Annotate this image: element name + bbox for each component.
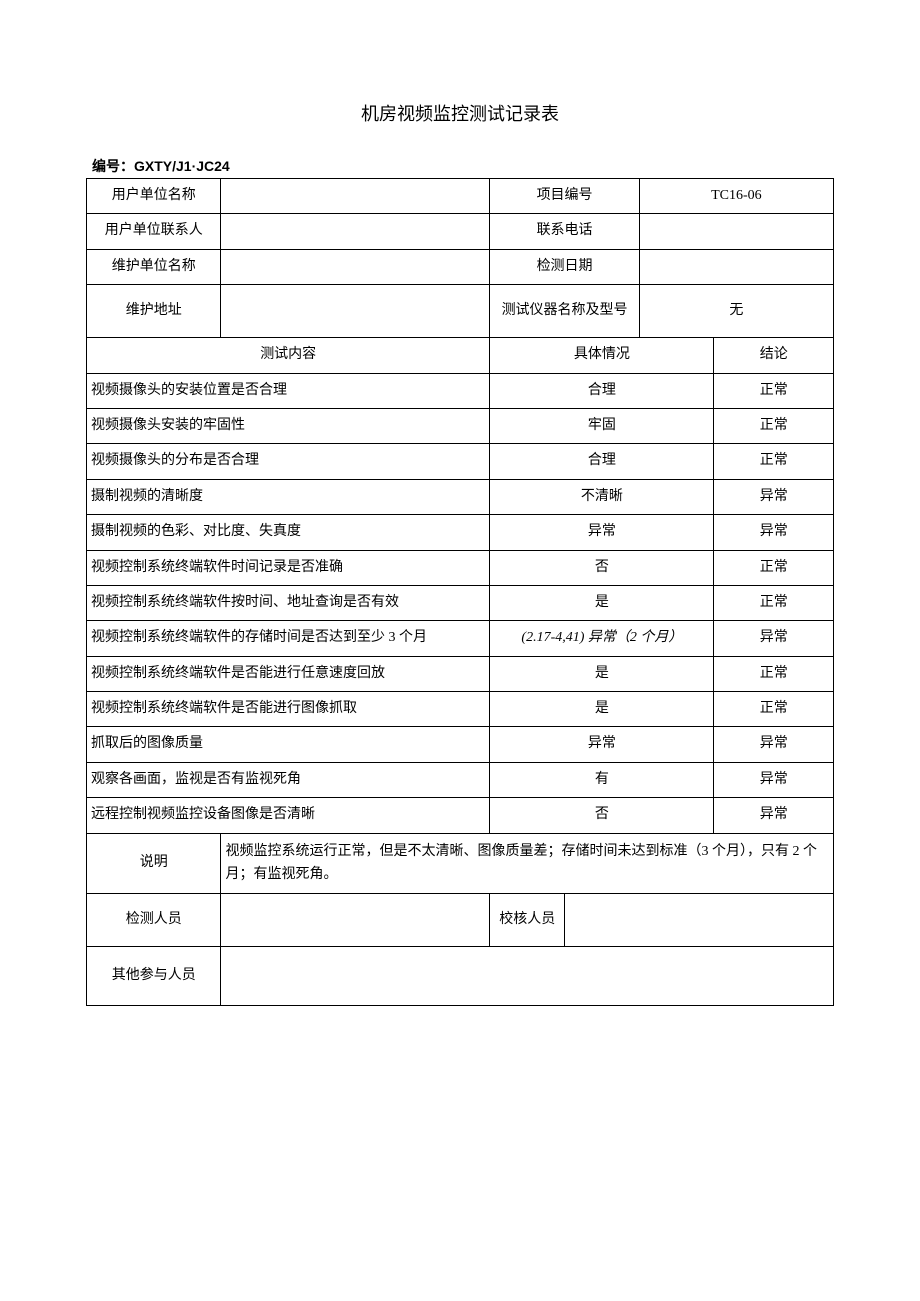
cell-situation: 不清晰	[490, 479, 714, 514]
table-row: 用户单位名称 项目编号 TC16-06	[87, 179, 834, 214]
value-project-no: TC16-06	[639, 179, 833, 214]
record-table: 用户单位名称 项目编号 TC16-06 用户单位联系人 联系电话 维护单位名称 …	[86, 178, 834, 1006]
label-tester: 检测人员	[87, 894, 221, 947]
table-row: 摄制视频的清晰度 不清晰 异常	[87, 479, 834, 514]
cell-conclusion: 正常	[714, 585, 834, 620]
label-instrument: 测试仪器名称及型号	[490, 285, 639, 338]
cell-conclusion: 正常	[714, 408, 834, 443]
label-maint-addr: 维护地址	[87, 285, 221, 338]
label-checker: 校核人员	[490, 894, 565, 947]
cell-situation: 是	[490, 585, 714, 620]
label-contact-phone: 联系电话	[490, 214, 639, 249]
cell-situation: 是	[490, 656, 714, 691]
page-title: 机房视频监控测试记录表	[86, 100, 834, 126]
value-contact-phone	[639, 214, 833, 249]
table-row: 视频控制系统终端软件是否能进行任意速度回放 是 正常	[87, 656, 834, 691]
cell-situation: 合理	[490, 444, 714, 479]
cell-situation: 异常	[490, 727, 714, 762]
value-maint-addr	[221, 285, 490, 338]
table-row: 视频摄像头的分布是否合理 合理 正常	[87, 444, 834, 479]
cell-situation: 牢固	[490, 408, 714, 443]
cell-content: 视频控制系统终端软件时间记录是否准确	[87, 550, 490, 585]
value-contact-person	[221, 214, 490, 249]
value-other	[221, 947, 834, 1006]
cell-situation: 否	[490, 798, 714, 833]
cell-conclusion: 正常	[714, 444, 834, 479]
table-row: 视频控制系统终端软件是否能进行图像抓取 是 正常	[87, 692, 834, 727]
col-situation: 具体情况	[490, 338, 714, 373]
cell-content: 视频控制系统终端软件是否能进行图像抓取	[87, 692, 490, 727]
label-other: 其他参与人员	[87, 947, 221, 1006]
serial-number: 编号：GXTY/J1·JC24	[86, 156, 834, 176]
table-row: 检测人员 校核人员	[87, 894, 834, 947]
cell-conclusion: 正常	[714, 373, 834, 408]
page: 机房视频监控测试记录表 编号：GXTY/J1·JC24 用户单位名称 项目编号 …	[0, 0, 920, 1301]
cell-situation-text: (2.17-4,41) 异常（2 个月）	[521, 630, 682, 645]
cell-content: 视频摄像头的安装位置是否合理	[87, 373, 490, 408]
value-tester	[221, 894, 490, 947]
table-row: 用户单位联系人 联系电话	[87, 214, 834, 249]
label-project-no: 项目编号	[490, 179, 639, 214]
value-instrument: 无	[639, 285, 833, 338]
cell-content: 视频控制系统终端软件是否能进行任意速度回放	[87, 656, 490, 691]
cell-content: 视频摄像头安装的牢固性	[87, 408, 490, 443]
cell-conclusion: 正常	[714, 692, 834, 727]
cell-content: 视频控制系统终端软件的存储时间是否达到至少 3 个月	[87, 621, 490, 656]
table-row: 视频控制系统终端软件按时间、地址查询是否有效 是 正常	[87, 585, 834, 620]
value-test-date	[639, 249, 833, 284]
label-contact-person: 用户单位联系人	[87, 214, 221, 249]
table-row: 测试内容 具体情况 结论	[87, 338, 834, 373]
cell-conclusion: 正常	[714, 550, 834, 585]
value-checker	[565, 894, 834, 947]
table-row: 说明 视频监控系统运行正常，但是不太清晰、图像质量差；存储时间未达到标准（3 个…	[87, 833, 834, 894]
cell-content: 抓取后的图像质量	[87, 727, 490, 762]
cell-conclusion: 异常	[714, 798, 834, 833]
cell-situation: 有	[490, 762, 714, 797]
value-maint-unit	[221, 249, 490, 284]
cell-content: 视频控制系统终端软件按时间、地址查询是否有效	[87, 585, 490, 620]
cell-conclusion: 异常	[714, 762, 834, 797]
cell-conclusion: 异常	[714, 727, 834, 762]
value-user-unit	[221, 179, 490, 214]
cell-content: 摄制视频的色彩、对比度、失真度	[87, 515, 490, 550]
col-content: 测试内容	[87, 338, 490, 373]
cell-situation: 否	[490, 550, 714, 585]
cell-conclusion: 异常	[714, 621, 834, 656]
table-row: 抓取后的图像质量 异常 异常	[87, 727, 834, 762]
cell-content: 观察各画面，监视是否有监视死角	[87, 762, 490, 797]
cell-content: 视频摄像头的分布是否合理	[87, 444, 490, 479]
cell-situation: 异常	[490, 515, 714, 550]
label-maint-unit: 维护单位名称	[87, 249, 221, 284]
cell-content: 远程控制视频监控设备图像是否清晰	[87, 798, 490, 833]
label-test-date: 检测日期	[490, 249, 639, 284]
cell-conclusion: 异常	[714, 479, 834, 514]
cell-conclusion: 正常	[714, 656, 834, 691]
table-row: 视频摄像头的安装位置是否合理 合理 正常	[87, 373, 834, 408]
col-conclusion: 结论	[714, 338, 834, 373]
table-row: 维护单位名称 检测日期	[87, 249, 834, 284]
table-row: 维护地址 测试仪器名称及型号 无	[87, 285, 834, 338]
table-row: 观察各画面，监视是否有监视死角 有 异常	[87, 762, 834, 797]
label-user-unit: 用户单位名称	[87, 179, 221, 214]
table-row: 视频控制系统终端软件时间记录是否准确 否 正常	[87, 550, 834, 585]
table-row: 摄制视频的色彩、对比度、失真度 异常 异常	[87, 515, 834, 550]
cell-conclusion: 异常	[714, 515, 834, 550]
table-row: 远程控制视频监控设备图像是否清晰 否 异常	[87, 798, 834, 833]
cell-situation: 合理	[490, 373, 714, 408]
cell-content: 摄制视频的清晰度	[87, 479, 490, 514]
table-row: 其他参与人员	[87, 947, 834, 1006]
label-desc: 说明	[87, 833, 221, 894]
value-desc: 视频监控系统运行正常，但是不太清晰、图像质量差；存储时间未达到标准（3 个月），…	[221, 833, 834, 894]
cell-situation: (2.17-4,41) 异常（2 个月）	[490, 621, 714, 656]
table-row: 视频控制系统终端软件的存储时间是否达到至少 3 个月 (2.17-4,41) 异…	[87, 621, 834, 656]
table-row: 视频摄像头安装的牢固性 牢固 正常	[87, 408, 834, 443]
cell-situation: 是	[490, 692, 714, 727]
